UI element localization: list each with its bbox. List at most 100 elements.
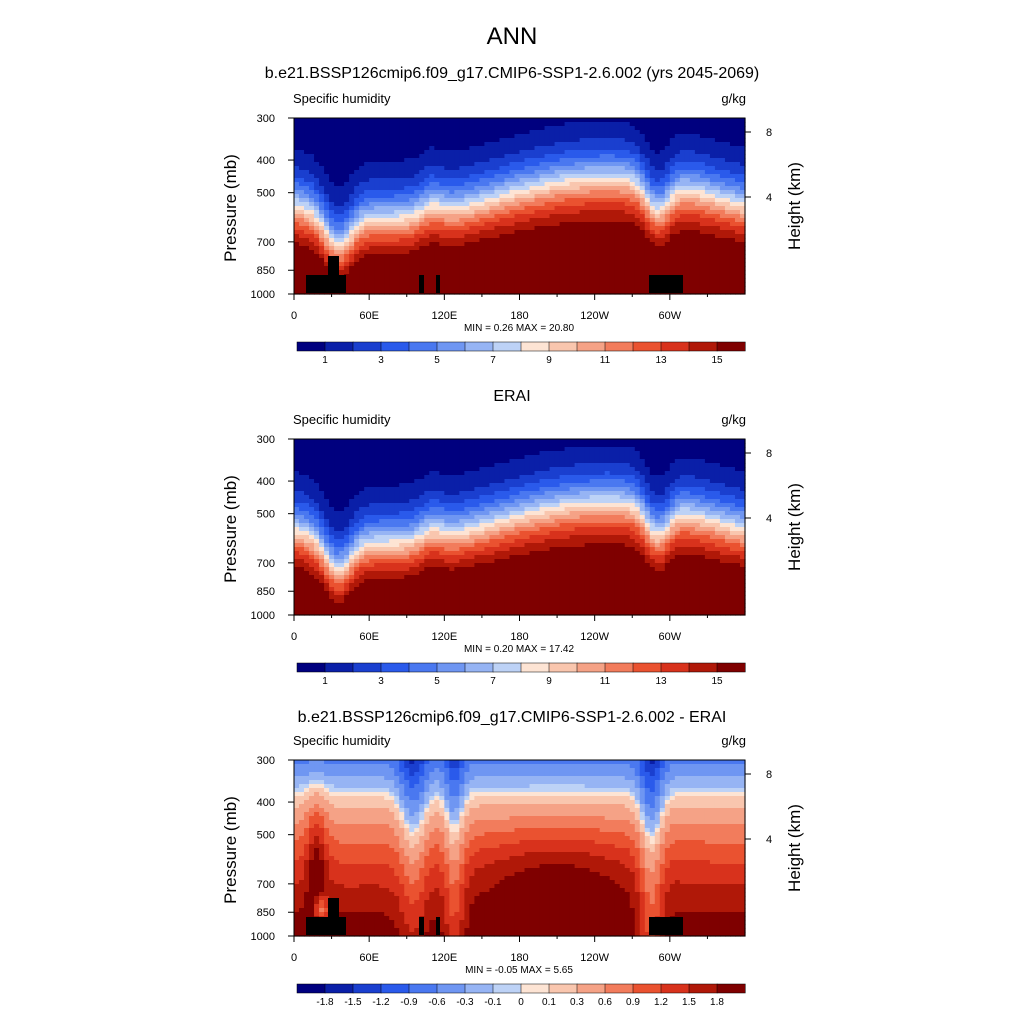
contour-cell	[544, 439, 551, 444]
contour-cell	[339, 210, 345, 215]
contour-cell	[539, 254, 546, 259]
contour-cell	[394, 186, 400, 191]
contour-cell	[689, 170, 696, 175]
contour-cell	[469, 178, 475, 183]
contour-cell	[294, 182, 300, 187]
contour-cell	[319, 242, 325, 247]
contour-cell	[349, 170, 355, 175]
contour-cell	[394, 447, 400, 452]
contour-cell	[344, 439, 350, 444]
contour-cell	[704, 471, 711, 476]
contour-cell	[614, 475, 621, 480]
contour-cell	[644, 254, 651, 259]
contour-cell	[709, 230, 716, 235]
contour-cell	[394, 162, 400, 167]
panel-subtitle: b.e21.BSSP126cmip6.f09_g17.CMIP6-SSP1-2.…	[265, 65, 760, 82]
contour-cell	[604, 242, 611, 247]
contour-cell	[654, 170, 661, 175]
contour-cell	[329, 451, 335, 456]
contour-cell	[729, 274, 736, 279]
contour-cell	[574, 447, 581, 452]
contour-cell	[409, 122, 415, 127]
contour-cell	[609, 182, 616, 187]
contour-cell	[389, 274, 395, 279]
contour-cell	[704, 118, 711, 123]
contour-cell	[664, 447, 671, 452]
contour-cell	[669, 162, 676, 167]
colorbar-swatch	[296, 341, 326, 352]
contour-cell	[724, 186, 731, 191]
contour-cell	[694, 246, 701, 251]
contour-cell	[494, 226, 501, 231]
contour-cell	[374, 278, 380, 283]
contour-cell	[589, 270, 596, 275]
contour-cell	[704, 138, 711, 143]
contour-cell	[309, 226, 315, 231]
contour-cell	[559, 146, 566, 151]
contour-cell	[479, 455, 486, 460]
contour-cell	[634, 190, 641, 195]
contour-cell	[689, 250, 696, 255]
contour-cell	[659, 214, 666, 219]
contour-cell	[304, 230, 310, 235]
contour-cell	[304, 126, 310, 131]
contour-cell	[414, 194, 420, 199]
contour-cell	[439, 282, 445, 287]
contour-cell	[544, 202, 551, 207]
contour-cell	[634, 118, 641, 123]
contour-cell	[389, 130, 395, 135]
contour-cell	[449, 467, 455, 472]
contour-cell	[699, 146, 706, 151]
contour-cell	[619, 154, 626, 159]
contour-cell	[589, 158, 596, 163]
contour-cell	[729, 230, 736, 235]
contour-cell	[699, 174, 706, 179]
contour-cell	[359, 262, 365, 267]
contour-cell	[359, 214, 365, 219]
contour-cell	[464, 190, 470, 195]
contour-cell	[369, 254, 375, 259]
contour-cell	[304, 479, 310, 484]
contour-cell	[649, 126, 656, 131]
contour-cell	[579, 130, 586, 135]
contour-cell	[499, 250, 506, 255]
contour-cell	[634, 206, 641, 211]
contour-cell	[714, 282, 721, 287]
contour-cell	[374, 479, 380, 484]
contour-cell	[479, 258, 486, 263]
contour-cell	[724, 266, 731, 271]
contour-cell	[509, 222, 516, 227]
contour-cell	[684, 142, 691, 147]
contour-cell	[404, 262, 410, 267]
contour-cell	[374, 262, 380, 267]
contour-cell	[629, 258, 636, 263]
contour-cell	[389, 186, 395, 191]
contour-cell	[394, 278, 400, 283]
contour-cell	[724, 222, 731, 227]
contour-cell	[399, 150, 405, 155]
contour-cell	[414, 134, 420, 139]
contour-cell	[399, 258, 405, 263]
contour-cell	[484, 162, 491, 167]
contour-cell	[614, 178, 621, 183]
contour-cell	[739, 290, 746, 295]
contour-cell	[469, 443, 475, 448]
contour-cell	[509, 122, 516, 127]
contour-cell	[434, 130, 440, 135]
contour-cell	[414, 126, 420, 131]
contour-cell	[494, 134, 501, 139]
contour-cell	[604, 194, 611, 199]
contour-cell	[699, 130, 706, 135]
contour-cell	[384, 254, 390, 259]
contour-cell	[639, 166, 646, 171]
contour-cell	[584, 274, 591, 279]
contour-cell	[309, 178, 315, 183]
contour-cell	[534, 202, 541, 207]
contour-cell	[389, 270, 395, 275]
contour-cell	[679, 198, 686, 203]
contour-cell	[424, 254, 430, 259]
contour-cell	[374, 234, 380, 239]
contour-cell	[634, 182, 641, 187]
contour-cell	[379, 286, 385, 291]
contour-cell	[299, 443, 305, 448]
